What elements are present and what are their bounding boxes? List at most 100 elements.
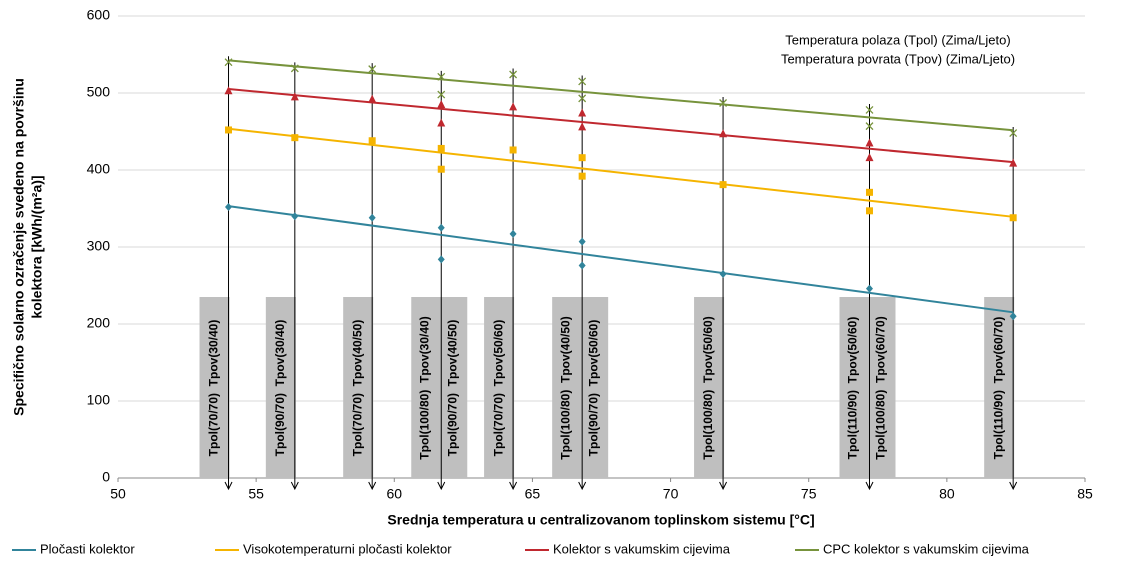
x-tick-label: 70	[663, 486, 679, 502]
legend-label: Kolektor s vakumskim cijevima	[553, 541, 731, 556]
point	[865, 153, 874, 162]
arrow-head	[509, 481, 518, 491]
point	[719, 269, 727, 278]
point	[224, 58, 233, 67]
point	[225, 202, 233, 211]
annotation-label: Tpol(90/70) Tpov(50/60)	[586, 320, 600, 457]
legend-label: Pločasti kolektor	[40, 541, 135, 556]
annotation-box	[343, 297, 374, 478]
point	[578, 94, 587, 103]
point	[437, 72, 446, 81]
note: Temperatura polaza (Tpol) (Zima/Ljeto)	[785, 32, 1010, 47]
point	[437, 255, 445, 264]
y-tick-label: 200	[87, 315, 111, 331]
annotation-label: Tpol(110/90) Tpov(50/60)	[846, 317, 860, 460]
point	[1009, 312, 1017, 321]
legend-label: CPC kolektor s vakumskim cijevima	[823, 541, 1030, 556]
x-tick-label: 75	[801, 486, 817, 502]
annotation-label: Tpol(70/70) Tpov(50/60)	[491, 320, 505, 457]
arrow-head	[224, 481, 233, 491]
trendline	[228, 88, 1014, 164]
annotation-box	[694, 297, 725, 478]
y-tick-label: 0	[102, 469, 110, 485]
y-tick-label: 400	[87, 161, 111, 177]
point	[291, 134, 299, 142]
point	[865, 138, 874, 147]
annotation-box	[552, 297, 609, 478]
point	[1009, 129, 1018, 137]
point	[290, 64, 299, 73]
annotation-box	[839, 297, 896, 478]
point	[437, 118, 446, 127]
point	[865, 122, 874, 131]
point	[1009, 158, 1018, 167]
annotation-label: Tpol(70/70) Tpov(40/50)	[350, 320, 364, 457]
point	[578, 172, 586, 180]
x-tick-label: 65	[525, 486, 541, 502]
point	[225, 126, 233, 134]
point	[291, 212, 299, 221]
arrow-head	[368, 481, 377, 491]
annotation-label: Tpol(100/80) Tpov(60/70)	[874, 316, 888, 459]
point	[578, 77, 587, 86]
arrow-head	[1009, 481, 1018, 491]
point	[578, 108, 587, 117]
trendline	[228, 59, 1014, 132]
annotation-label: Tpol(90/70) Tpov(40/50)	[445, 320, 459, 457]
arrow-head	[578, 481, 587, 491]
annotation-box	[199, 297, 230, 478]
point	[719, 181, 727, 189]
annotation-label: Tpol(100/80) Tpov(50/60)	[701, 316, 715, 459]
trendline	[228, 127, 1014, 218]
point	[437, 90, 446, 99]
point	[368, 94, 377, 103]
point	[578, 154, 586, 162]
annotation-label: Tpol(100/80) Tpov(30/40)	[417, 316, 431, 459]
point	[368, 137, 376, 145]
point	[437, 144, 445, 152]
point	[290, 92, 299, 101]
point	[865, 284, 873, 293]
point	[368, 213, 376, 222]
point	[509, 70, 518, 79]
point	[578, 237, 586, 246]
arrow-head	[290, 481, 299, 491]
point	[865, 188, 873, 196]
point	[224, 86, 233, 95]
point	[437, 165, 445, 173]
arrow-head	[437, 481, 446, 491]
annotation-box	[984, 297, 1015, 478]
point	[509, 229, 517, 238]
trendline	[228, 205, 1014, 314]
y-axis-label: kolektora [kWh/(m²a)]	[29, 175, 45, 318]
point	[509, 146, 517, 154]
annotation-label: Tpol(100/80) Tpov(40/50)	[558, 316, 572, 459]
annotation-label: Tpol(90/70) Tpov(30/40)	[273, 320, 287, 457]
point	[719, 129, 728, 138]
x-tick-label: 55	[248, 486, 264, 502]
y-tick-label: 600	[87, 7, 111, 23]
point	[578, 261, 586, 270]
legend-label: Visokotemperaturni pločasti kolektor	[243, 541, 452, 556]
y-tick-label: 300	[87, 238, 111, 254]
note: Temperatura povrata (Tpov) (Zima/Ljeto)	[781, 51, 1015, 66]
x-tick-label: 80	[939, 486, 955, 502]
x-axis-label: Srednja temperatura u centralizovanom to…	[387, 512, 814, 528]
annotation-label: Tpol(110/90) Tpov(60/70)	[991, 317, 1005, 460]
arrow-head	[719, 481, 728, 491]
y-tick-label: 100	[87, 392, 111, 408]
point	[865, 207, 873, 215]
point	[509, 102, 518, 111]
point	[368, 65, 377, 74]
x-tick-label: 85	[1077, 486, 1093, 502]
point	[437, 100, 446, 109]
point	[1009, 214, 1017, 222]
point	[578, 122, 587, 131]
y-tick-label: 500	[87, 84, 111, 100]
point	[865, 105, 874, 114]
annotation-box	[265, 297, 296, 478]
point	[719, 99, 728, 107]
y-axis-label: Specifično solarno ozračenje svedeno na …	[11, 78, 27, 416]
annotation-box	[484, 297, 515, 478]
